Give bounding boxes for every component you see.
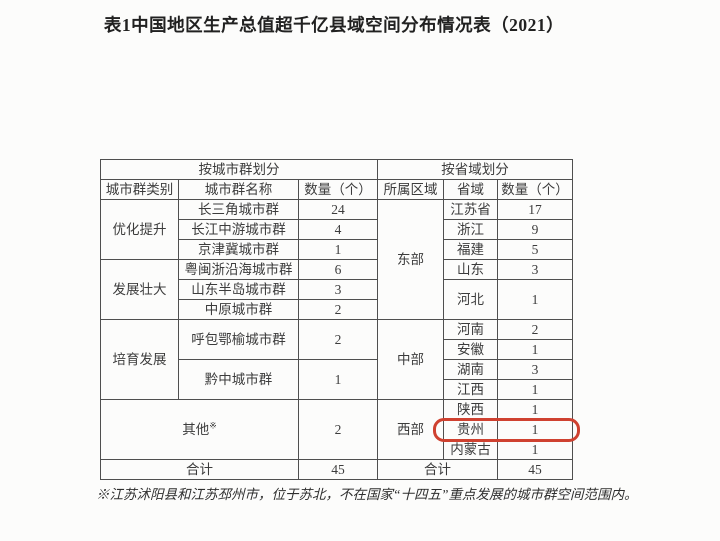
province-cell: 福建 xyxy=(443,239,499,260)
table-row: 其他※ 2 西部 陕西 1 xyxy=(100,399,574,460)
province-cell: 山东 xyxy=(443,259,499,280)
cluster-name-cell: 呼包鄂榆城市群 xyxy=(178,319,299,360)
province-count-cell: 3 xyxy=(497,359,574,380)
province-cell: 河北 xyxy=(443,279,499,320)
cluster-count-cell: 2 xyxy=(297,319,379,360)
group-header-row: 按城市群划分 按省域划分 xyxy=(99,159,574,180)
cluster-name-cell: 京津冀城市群 xyxy=(178,239,299,260)
cluster-count-cell: 1 xyxy=(297,359,379,400)
province-cell: 浙江 xyxy=(443,219,499,240)
cluster-count-cell: 1 xyxy=(297,239,379,260)
province-count-cell: 17 xyxy=(497,199,574,220)
province-cell: 江西 xyxy=(443,379,499,400)
other-label: 其他 xyxy=(182,421,210,437)
col-header-province-count: 数量（个） xyxy=(497,179,574,200)
province-cell: 陕西 xyxy=(443,399,499,420)
col-header-region: 所属区域 xyxy=(377,179,445,200)
table-row: 培育发展 呼包鄂榆城市群 2 中部 河南 2 xyxy=(100,319,574,400)
cluster-name-cell: 长三角城市群 xyxy=(178,199,299,220)
province-count-cell: 3 xyxy=(497,259,574,280)
cluster-count-cell: 3 xyxy=(297,279,379,300)
cluster-name-cell: 黔中城市群 xyxy=(178,359,299,400)
province-count-cell: 1 xyxy=(497,339,574,360)
other-footnote-marker: ※ xyxy=(209,420,217,431)
province-count-cell: 2 xyxy=(497,319,574,340)
cluster-count-cell: 6 xyxy=(297,259,379,280)
footnote: ※江苏沭阳县和江苏邳州市，位于苏北，不在国家“十四五”重点发展的城市群空间范围内… xyxy=(70,484,666,505)
category-cell-youhua: 优化提升 xyxy=(100,199,179,260)
region-cell-central: 中部 xyxy=(377,319,445,400)
group-header-by-cluster: 按城市群划分 xyxy=(99,159,379,180)
province-count-cell: 5 xyxy=(497,239,574,260)
province-count-cell: 1 xyxy=(497,419,574,440)
province-cell-guizhou: 贵州 xyxy=(433,418,581,442)
group-header-by-province: 按省域划分 xyxy=(377,159,574,180)
table-row: 黔中城市群 1 湖南 3 xyxy=(101,359,574,400)
table-row: 江西 1 xyxy=(101,379,574,400)
right-total-count-cell: 45 xyxy=(497,459,574,480)
cluster-name-cell: 山东半岛城市群 xyxy=(178,279,299,300)
region-cell-west: 西部 xyxy=(377,399,445,460)
footnote-marker: ※ xyxy=(96,487,110,502)
province-cell: 安徽 xyxy=(443,339,499,360)
cluster-count-cell: 4 xyxy=(297,219,379,240)
province-count-cell: 1 xyxy=(497,379,574,400)
table-row: 优化提升 长三角城市群 24 东部 江苏省 17 xyxy=(100,199,574,320)
province-count-cell: 9 xyxy=(497,219,574,240)
table-title: 表1中国地区生产总值超千亿县域空间分布情况表（2021） xyxy=(103,15,565,35)
distribution-table: 按城市群划分 按省域划分 城市群类别 城市群名称 数量（个） 所属区域 省域 数… xyxy=(99,159,581,480)
total-row: 合计 45 合计 45 xyxy=(100,459,574,480)
col-header-cluster-category: 城市群类别 xyxy=(100,179,179,200)
cluster-count-cell: 24 xyxy=(297,199,379,220)
province-cell: 河南 xyxy=(443,319,499,340)
category-cell-fazhan: 发展壮大 xyxy=(100,259,179,320)
column-header-row: 城市群类别 城市群名称 数量（个） 所属区域 省域 数量（个） xyxy=(100,179,574,200)
other-count-cell: 2 xyxy=(297,399,379,460)
cluster-name-cell: 粤闽浙沿海城市群 xyxy=(178,259,299,280)
province-count-cell: 1 xyxy=(497,439,574,460)
other-category-cell: 其他※ xyxy=(100,399,299,460)
footnote-text: 江苏沭阳县和江苏邳州市，位于苏北，不在国家“十四五”重点发展的城市群空间范围内。 xyxy=(109,487,638,502)
table-row: 发展壮大 粤闽浙沿海城市群 6 山东 3 xyxy=(100,259,574,320)
province-count-cell: 1 xyxy=(497,399,574,420)
province-count-cell: 1 xyxy=(497,279,574,320)
col-header-cluster-name: 城市群名称 xyxy=(178,179,299,200)
cluster-name-cell: 中原城市群 xyxy=(178,299,299,320)
province-cell: 内蒙古 xyxy=(443,439,499,460)
region-cell-east: 东部 xyxy=(377,199,445,320)
cluster-count-cell: 2 xyxy=(297,299,379,320)
left-total-count-cell: 45 xyxy=(297,459,379,480)
category-cell-peiyu: 培育发展 xyxy=(100,319,179,400)
province-cell: 湖南 xyxy=(443,359,499,380)
table-row: 京津冀城市群 1 福建 5 xyxy=(101,239,574,260)
col-header-province: 省域 xyxy=(443,179,499,200)
right-total-label-cell: 合计 xyxy=(377,459,499,480)
province-label: 贵州 xyxy=(457,421,485,437)
left-total-label-cell: 合计 xyxy=(100,459,299,480)
cluster-name-cell: 长江中游城市群 xyxy=(178,219,299,240)
province-cell: 江苏省 xyxy=(443,199,499,220)
col-header-cluster-count: 数量（个） xyxy=(297,179,379,200)
